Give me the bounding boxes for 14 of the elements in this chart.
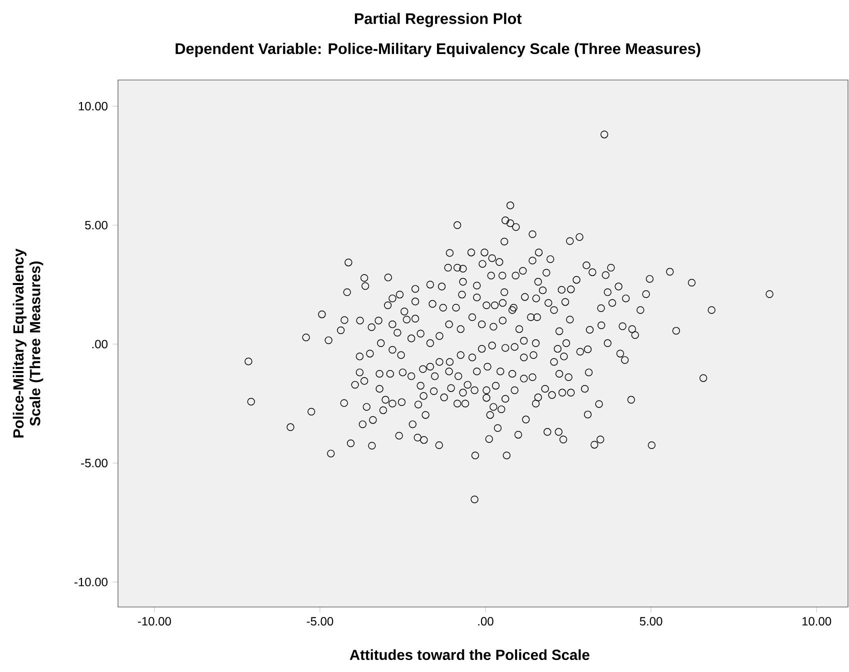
chart-subtitle: Dependent Variable: Police-Military Equivalency Scale (Three Measures): [176, 42, 700, 58]
x-tick-label: 5.00: [640, 617, 662, 626]
x-axis-title: Attitudes toward the Policed Scale: [350, 649, 590, 660]
y-axis-title: Police-Military Equivalency Scale (Three Measures): [12, 248, 44, 438]
y-tick-label: .00: [92, 340, 108, 348]
y-tick-label: -5.00: [81, 458, 108, 468]
x-tick-label: -5.00: [306, 617, 334, 626]
x-tick-label: -10.00: [138, 617, 171, 626]
y-tick-label: 5.00: [85, 220, 108, 230]
x-tick-label: 10.00: [802, 617, 832, 626]
chart-title: Partial Regression Plot: [354, 12, 522, 28]
y-tick-label: -10.00: [74, 578, 108, 586]
y-tick-label: 10.00: [78, 102, 108, 110]
x-tick-label: .00: [478, 617, 494, 626]
